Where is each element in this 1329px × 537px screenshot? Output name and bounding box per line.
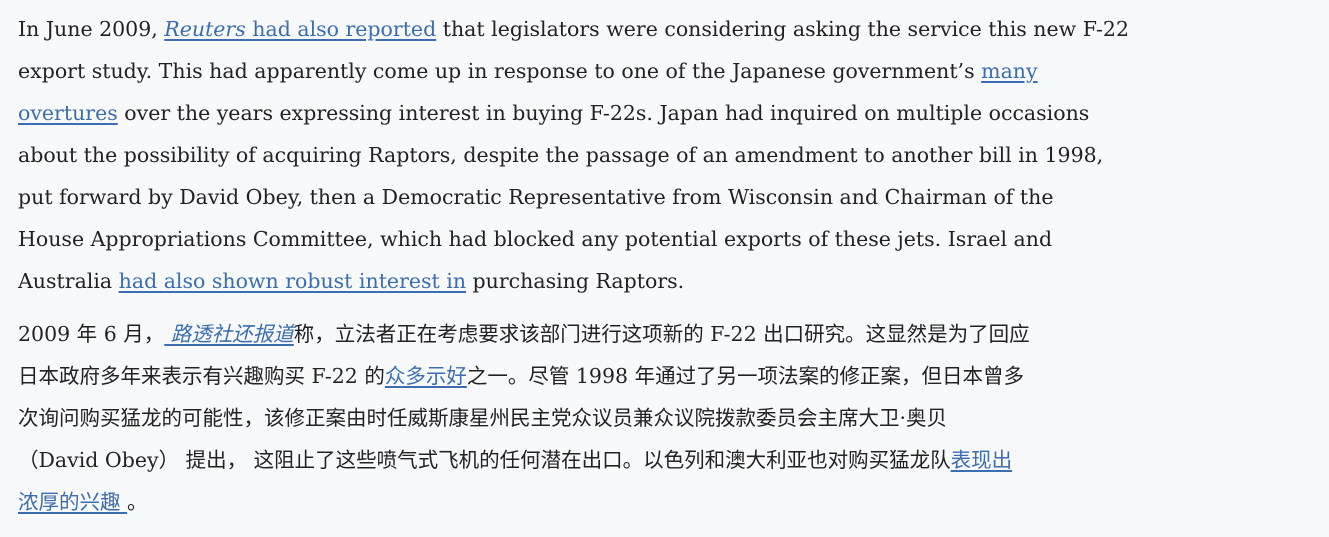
text-line: Australia had also shown robust interest… [18, 260, 1129, 302]
inline-link[interactable]: overtures [18, 101, 118, 125]
body-text: 2009 年 6 月， [18, 322, 165, 346]
body-text: over the years expressing interest in bu… [117, 101, 1090, 125]
text-line: In June 2009, Reuters had also reported … [18, 8, 1129, 50]
body-text: Australia [18, 269, 119, 293]
body-text: 日本政府多年来表示有兴趣购买 F-22 的 [18, 364, 385, 388]
inline-link[interactable]: 表现出 [950, 448, 1013, 472]
chinese-paragraph: 2009 年 6 月， 路透社还报道称，立法者正在考虑要求该部门进行这项新的 F… [18, 313, 1030, 523]
text-line: （David Obey） 提出， 这阻止了这些喷气式飞机的任何潜在出口。以色列和… [18, 439, 1030, 481]
body-text: （David Obey） 提出， 这阻止了这些喷气式飞机的任何潜在出口。以色列和… [18, 448, 951, 472]
body-text: House Appropriations Committee, which ha… [18, 227, 1053, 251]
body-text: 。 [127, 490, 148, 514]
text-line: put forward by David Obey, then a Democr… [18, 176, 1129, 218]
body-text: that legislators were considering asking… [436, 17, 1130, 41]
text-line: 次询问购买猛龙的可能性，该修正案由时任威斯康星州民主党众议员兼众议院拨款委员会主… [18, 397, 1030, 439]
text-line: House Appropriations Committee, which ha… [18, 218, 1129, 260]
english-paragraph: In June 2009, Reuters had also reported … [18, 8, 1129, 302]
text-line: about the possibility of acquiring Rapto… [18, 134, 1129, 176]
body-text: 次询问购买猛龙的可能性，该修正案由时任威斯康星州民主党众议员兼众议院拨款委员会主… [18, 406, 948, 430]
inline-link[interactable]: many [981, 59, 1038, 83]
inline-link[interactable]: had also reported [245, 17, 437, 41]
body-text: In June 2009, [18, 17, 165, 41]
text-line: 2009 年 6 月， 路透社还报道称，立法者正在考虑要求该部门进行这项新的 F… [18, 313, 1030, 355]
inline-link[interactable]: 路透社还报道 [164, 322, 294, 346]
body-text: put forward by David Obey, then a Democr… [18, 185, 1054, 209]
inline-link[interactable]: 浓厚的兴趣 [18, 490, 128, 514]
body-text: export study. This had apparently come u… [18, 59, 982, 83]
text-line: 日本政府多年来表示有兴趣购买 F-22 的众多示好之一。尽管 1998 年通过了… [18, 355, 1030, 397]
body-text: about the possibility of acquiring Rapto… [18, 143, 1104, 167]
text-line: overtures over the years expressing inte… [18, 92, 1129, 134]
inline-link[interactable]: Reuters [164, 17, 246, 41]
inline-link[interactable]: 众多示好 [384, 364, 467, 388]
inline-link[interactable]: had also shown robust interest in [118, 269, 467, 293]
body-text: 之一。尽管 1998 年通过了另一项法案的修正案，但日本曾多 [466, 364, 1025, 388]
text-line: export study. This had apparently come u… [18, 50, 1129, 92]
text-line: 浓厚的兴趣 。 [18, 481, 1030, 523]
body-text: purchasing Raptors. [466, 269, 685, 293]
body-text: 称，立法者正在考虑要求该部门进行这项新的 F-22 出口研究。这显然是为了回应 [293, 322, 1030, 346]
